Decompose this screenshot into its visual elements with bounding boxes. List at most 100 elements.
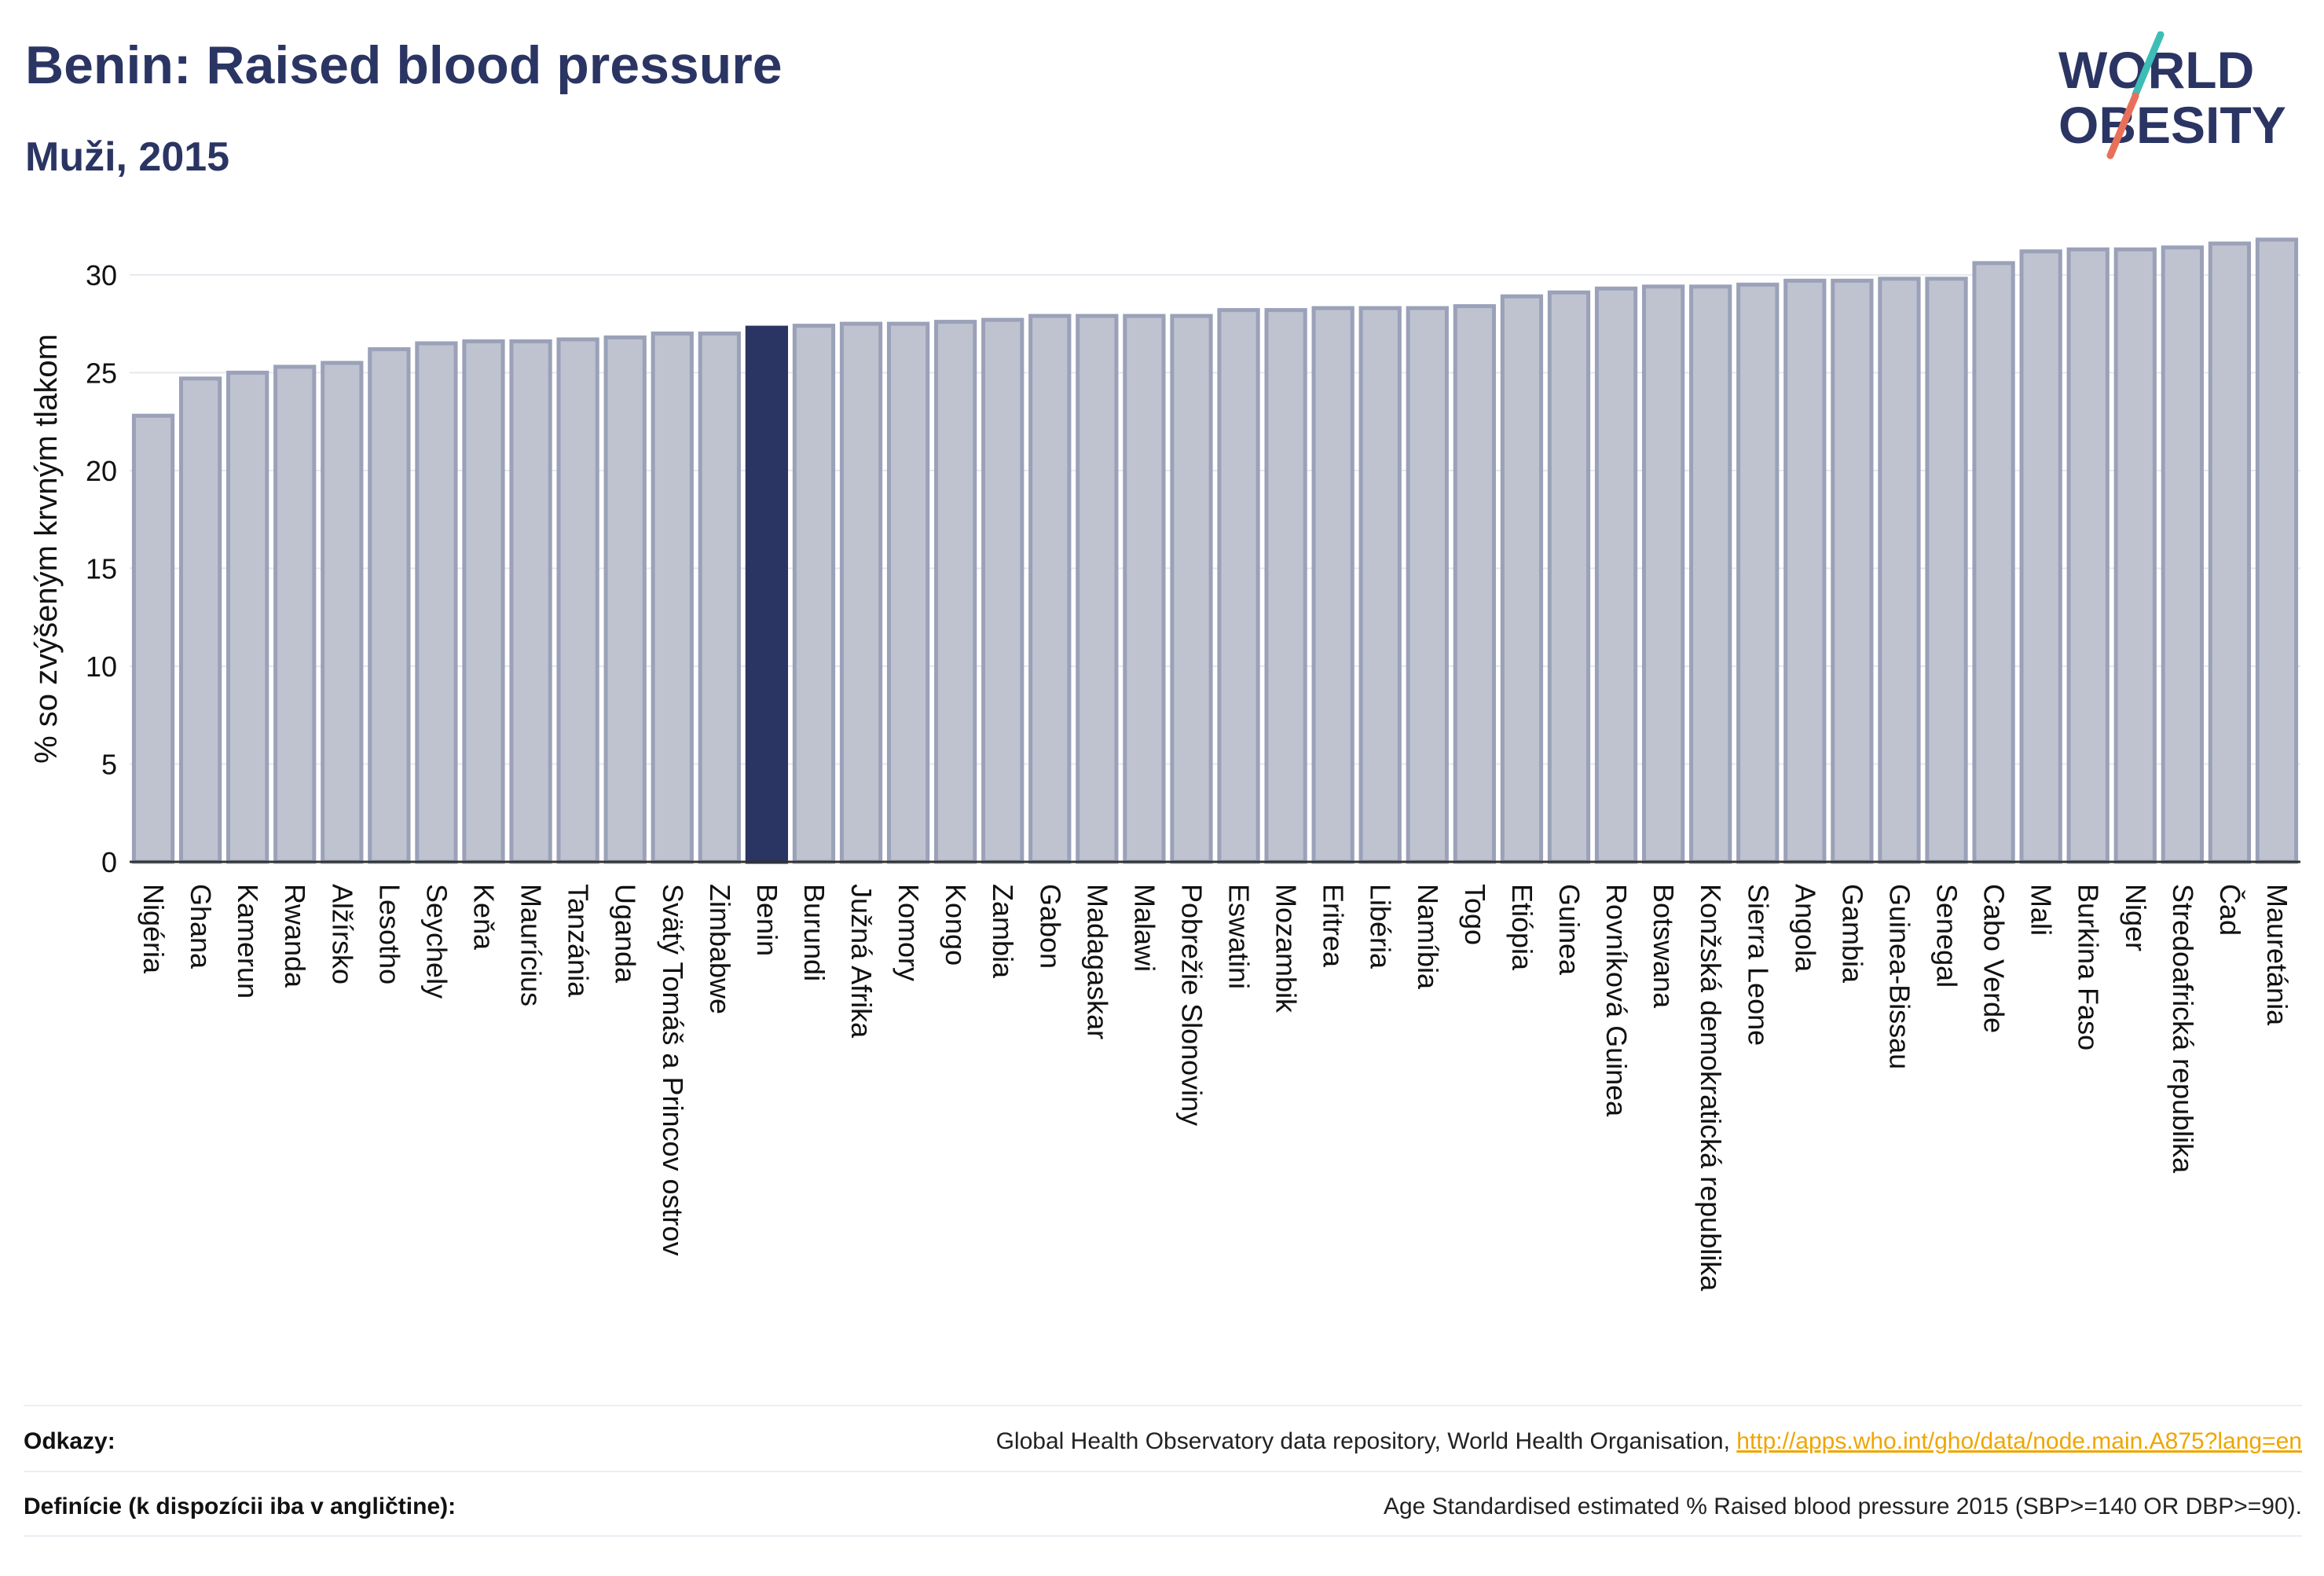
bar — [839, 321, 883, 864]
bar-chart: 0 5 10 15 20 25 30 Nigéria Ghana Kamerun Rwanda Al… — [29, 237, 2300, 1292]
references-source: Global Health Observatory data repositor… — [995, 1428, 1737, 1454]
footer-definitions: Definície (k dispozícii iba v angličtine… — [24, 1475, 2302, 1538]
bar — [1925, 277, 1968, 864]
bar — [1736, 282, 1780, 864]
bar — [698, 332, 741, 864]
x-tick-label: Niger — [2120, 884, 2152, 951]
footer-rule-middle — [24, 1471, 2302, 1472]
bar — [1641, 284, 1685, 864]
x-tick-label: Malawi — [1128, 884, 1160, 972]
x-tick-label: Guinea — [1553, 884, 1585, 976]
chart-subtitle: Muži, 2015 — [25, 134, 230, 180]
x-tick-label: Senegal — [1931, 884, 1963, 988]
x-tick-label: Čad — [2214, 884, 2246, 936]
bar — [1689, 284, 1732, 864]
bar — [651, 332, 694, 864]
bar-highlighted — [745, 325, 789, 864]
bar — [462, 339, 505, 864]
footer-references: Odkazy: Global Health Observatory data r… — [24, 1410, 2302, 1473]
y-axis-ticks: 0 5 10 15 20 25 30 — [86, 259, 117, 878]
bar — [2113, 247, 2157, 864]
x-tick-label: Etiópia — [1506, 884, 1538, 971]
bar — [1594, 286, 1638, 864]
x-tick-label: Libéria — [1365, 884, 1397, 969]
bar — [368, 346, 411, 864]
x-tick-label: Seychely — [420, 884, 453, 999]
x-tick-label: Gambia — [1836, 884, 1868, 984]
bar — [981, 317, 1025, 864]
bar — [178, 376, 222, 864]
bar — [886, 321, 930, 864]
references-text: Global Health Observatory data repositor… — [996, 1428, 2302, 1455]
x-tick-label: Keňa — [467, 884, 500, 951]
x-tick-label: Komory — [893, 884, 925, 981]
bar — [131, 413, 175, 864]
footer-rule-top — [24, 1405, 2302, 1406]
x-tick-label: Mauretánia — [2261, 884, 2293, 1026]
x-tick-label: Guinea-Bissau — [1883, 884, 1915, 1069]
bar — [1831, 278, 1874, 864]
x-tick-label: Burkina Faso — [2073, 884, 2105, 1050]
x-tick-label: Eswatini — [1223, 884, 1255, 989]
logo-text-obesity: OBESITY — [2058, 96, 2286, 154]
x-tick-label: Eritrea — [1318, 884, 1350, 968]
bar — [226, 370, 269, 864]
x-tick-label: Namíbia — [1412, 884, 1444, 990]
bar — [1783, 278, 1827, 864]
x-tick-label: Rwanda — [279, 884, 311, 988]
x-tick-label: Tanzánia — [563, 884, 595, 998]
x-tick-label: Maurícius — [515, 884, 548, 1006]
bar — [2066, 247, 2110, 864]
bar — [1453, 304, 1496, 864]
references-link[interactable]: http://apps.who.int/gho/data/node.main.A… — [1736, 1428, 2302, 1454]
x-tick-label: Ghana — [185, 884, 217, 969]
bar — [1311, 306, 1354, 864]
bar — [1358, 306, 1402, 864]
bar — [2208, 241, 2252, 864]
bar — [1406, 306, 1449, 864]
bar — [415, 341, 458, 864]
bar — [1878, 277, 1921, 864]
x-tick-label: Angola — [1789, 884, 1821, 973]
bar — [603, 335, 647, 864]
bar — [1123, 313, 1166, 864]
x-tick-label: Burundi — [798, 884, 830, 981]
x-tick-label: Kongo — [940, 884, 972, 966]
bar — [1500, 294, 1544, 864]
y-tick-label: 10 — [86, 651, 117, 683]
x-tick-label: Pobrežie Slonoviny — [1175, 884, 1208, 1126]
x-tick-label: Nigéria — [137, 884, 170, 974]
bar — [1217, 308, 1260, 864]
logo-slash-teal — [2132, 31, 2165, 98]
definitions-text: Age Standardised estimated % Raised bloo… — [1383, 1494, 2302, 1519]
y-tick-label: 5 — [101, 748, 117, 780]
bar — [2255, 237, 2299, 864]
logo-slash-coral — [2106, 92, 2139, 159]
x-tick-label: Uganda — [610, 884, 642, 984]
y-tick-label: 20 — [86, 455, 117, 487]
footer-rule-bottom — [24, 1535, 2302, 1537]
bar — [1076, 313, 1119, 864]
bar — [1547, 290, 1591, 864]
x-tick-label: Mali — [2025, 884, 2058, 936]
y-tick-label: 30 — [86, 259, 117, 291]
x-tick-label: Zambia — [987, 884, 1019, 979]
bar — [934, 320, 977, 864]
definitions-label: Definície (k dispozícii iba v angličtine… — [24, 1494, 456, 1519]
x-tick-label: Madagaskar — [1081, 884, 1113, 1039]
bar — [2161, 245, 2204, 864]
x-tick-label: Svätý Tomáš a Princov ostrov — [657, 884, 689, 1256]
x-tick-label: Cabo Verde — [1978, 884, 2011, 1033]
references-label: Odkazy: — [24, 1428, 115, 1454]
bar — [1264, 308, 1307, 864]
x-tick-label: Kamerun — [232, 884, 264, 999]
x-tick-label: Benin — [751, 884, 783, 956]
y-tick-label: 15 — [86, 552, 117, 585]
x-tick-label: Mozambik — [1270, 884, 1303, 1013]
bar — [1028, 313, 1072, 864]
x-axis-labels: Nigéria Ghana Kamerun Rwanda Alžírsko Lesotho… — [137, 884, 2293, 1292]
bar — [509, 339, 552, 864]
x-tick-label: Alžírsko — [326, 884, 358, 984]
x-tick-label: Sierra Leone — [1742, 884, 1774, 1046]
x-tick-label: Lesotho — [373, 884, 405, 984]
